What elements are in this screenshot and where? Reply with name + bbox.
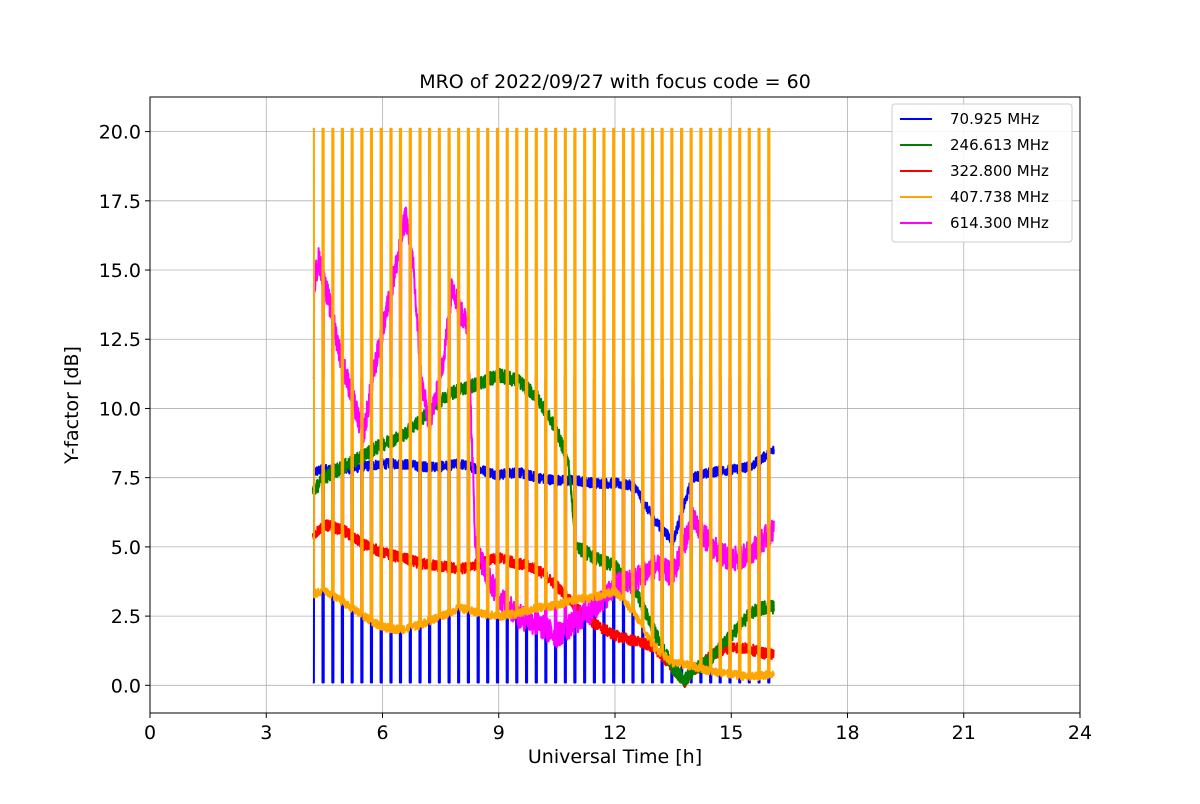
x-tick-label: 6	[376, 722, 388, 744]
y-tick-label: 2.5	[111, 606, 141, 628]
x-tick-label: 21	[952, 722, 976, 744]
x-tick-label: 15	[719, 722, 743, 744]
legend-box	[891, 103, 1073, 243]
legend: 70.925 MHz 246.613 MHz 322.800 MHz 407.738 …	[891, 103, 1073, 243]
ticks: 0 3 6 9 12 15 18 21 24 0.0 2.5 5.0 7.5 10.0 12.5 15.0 17…	[99, 122, 1092, 744]
legend-entry: 322.800 MHz	[950, 162, 1049, 180]
y-tick-label: 10.0	[99, 398, 141, 420]
y-tick-label: 5.0	[111, 537, 141, 559]
y-tick-label: 15.0	[99, 260, 141, 282]
y-tick-label: 7.5	[111, 468, 141, 490]
y-tick-label: 12.5	[99, 329, 141, 351]
y-tick-label: 17.5	[99, 191, 141, 213]
legend-entry: 614.300 MHz	[950, 214, 1049, 232]
chart-title: MRO of 2022/09/27 with focus code = 60	[419, 71, 811, 93]
x-axis-label: Universal Time [h]	[528, 746, 702, 768]
x-tick-label: 3	[260, 722, 272, 744]
x-tick-label: 24	[1068, 722, 1092, 744]
x-tick-label: 9	[493, 722, 505, 744]
legend-entry: 246.613 MHz	[950, 136, 1049, 154]
x-tick-label: 0	[144, 722, 156, 744]
legend-entry: 407.738 MHz	[950, 188, 1049, 206]
legend-entry: 70.925 MHz	[950, 110, 1039, 128]
plot-area	[311, 127, 775, 689]
y-axis-label: Y-factor [dB]	[61, 346, 83, 465]
x-tick-label: 12	[603, 722, 627, 744]
y-tick-label: 20.0	[99, 122, 141, 144]
x-tick-label: 18	[835, 722, 859, 744]
y-tick-label: 0.0	[111, 675, 141, 697]
series-line	[312, 127, 775, 681]
